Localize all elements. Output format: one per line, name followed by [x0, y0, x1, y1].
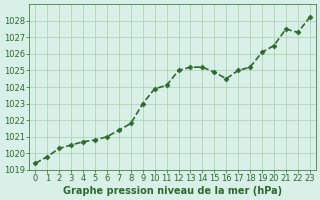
- X-axis label: Graphe pression niveau de la mer (hPa): Graphe pression niveau de la mer (hPa): [63, 186, 282, 196]
